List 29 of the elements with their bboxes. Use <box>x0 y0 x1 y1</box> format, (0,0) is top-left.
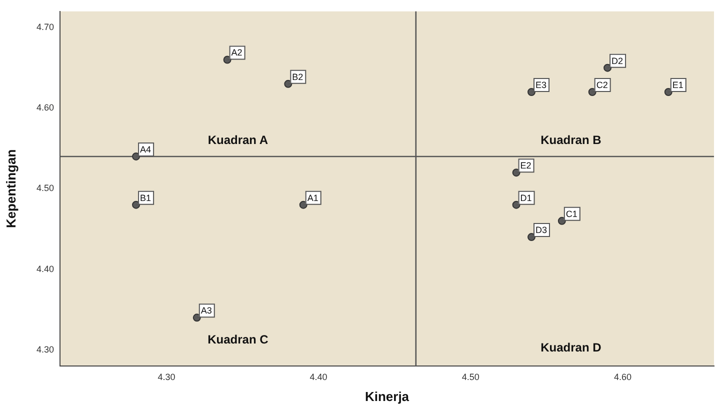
y-tick-label: 4.40 <box>36 264 54 274</box>
x-tick-label: 4.30 <box>158 372 176 382</box>
annotation: Kuadran C <box>208 332 269 346</box>
series-label: E1 <box>672 80 684 90</box>
y-tick-label: 4.50 <box>36 183 54 194</box>
x-tick-label: 4.40 <box>310 372 328 382</box>
x-tick-label: 4.50 <box>462 372 480 382</box>
y-axis-title: Kepentingan <box>3 149 18 228</box>
annotation: Kuadran D <box>540 340 602 354</box>
series-label: A3 <box>200 306 212 316</box>
annotation: Kuadran A <box>208 132 268 147</box>
series-label: A1 <box>307 192 318 203</box>
series-label: D1 <box>520 192 532 203</box>
y-tick-label: 4.70 <box>36 22 54 32</box>
series-label: A4 <box>140 144 152 154</box>
series-label: C1 <box>566 208 578 219</box>
annotation: Kuadran B <box>540 132 602 147</box>
x-tick-label: 4.60 <box>614 372 632 382</box>
series-label: D3 <box>535 225 548 236</box>
series-label: B1 <box>140 192 152 203</box>
y-tick-label: 4.60 <box>36 102 54 113</box>
series-label: C2 <box>596 80 608 90</box>
series-label: B2 <box>292 72 304 82</box>
x-axis-title: Kinerja <box>364 388 410 404</box>
series-label: E2 <box>520 160 532 171</box>
series-label: A2 <box>231 48 242 58</box>
series-label: E3 <box>535 80 547 90</box>
series-label: D2 <box>612 56 624 66</box>
y-tick-label: 4.30 <box>36 344 54 354</box>
